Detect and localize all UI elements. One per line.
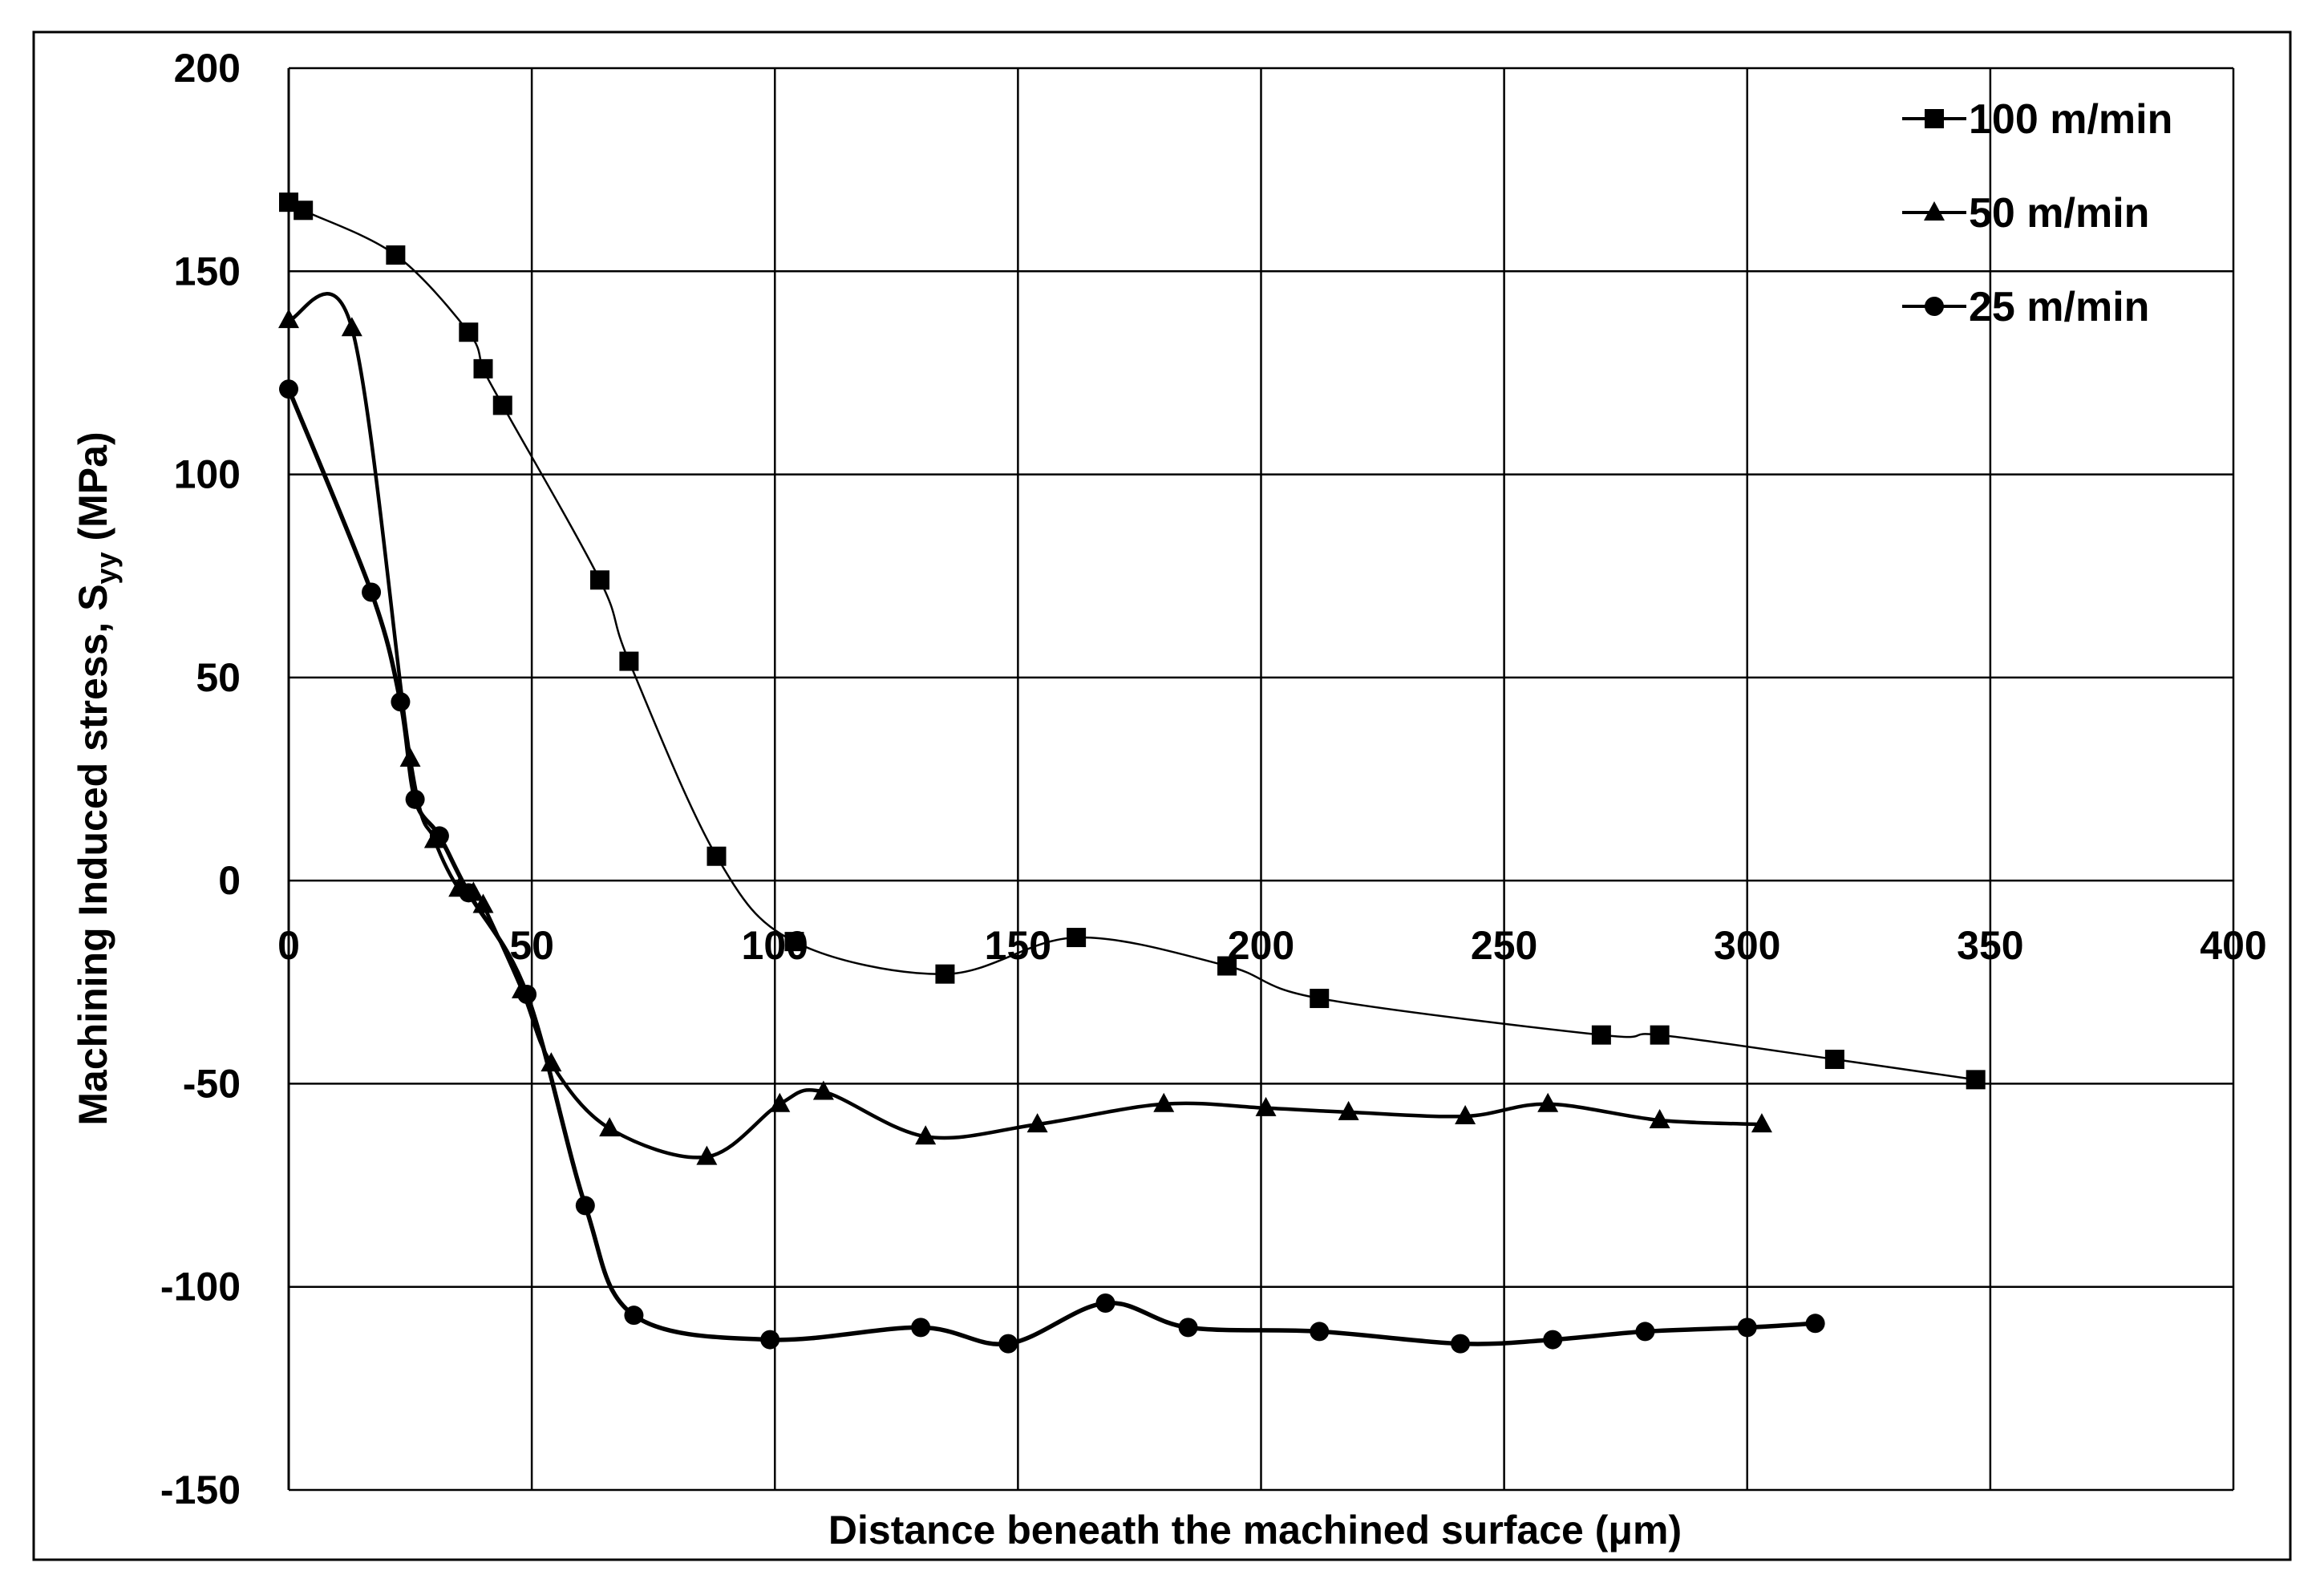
data-point-25-m-min <box>517 984 537 1004</box>
x-tick-label: 200 <box>1228 923 1294 968</box>
y-tick-label: 50 <box>196 655 241 700</box>
data-point-25-m-min <box>429 826 449 846</box>
legend-entry-25-m-min: 25 m/min <box>1902 284 2149 330</box>
data-point-100-m-min <box>1966 1070 1986 1090</box>
legend-label-100-m-min: 100 m/min <box>1969 96 2172 143</box>
data-point-100-m-min <box>492 395 512 415</box>
data-point-25-m-min <box>1095 1293 1115 1313</box>
data-point-50-m-min <box>769 1092 791 1112</box>
data-point-25-m-min <box>362 582 382 602</box>
data-point-50-m-min <box>1153 1092 1175 1112</box>
data-point-25-m-min <box>1737 1318 1757 1338</box>
data-point-100-m-min <box>619 651 639 671</box>
y-axis-label-main: Machining Induced stress, S <box>71 584 115 1125</box>
series-100-m-min <box>279 192 1986 1090</box>
data-point-100-m-min <box>1650 1025 1670 1045</box>
data-point-100-m-min <box>386 245 406 265</box>
data-point-25-m-min <box>1310 1322 1330 1342</box>
data-point-25-m-min <box>1805 1314 1825 1334</box>
x-axis-label: Distance beneath the machined surface (μ… <box>828 1508 1682 1552</box>
series-25-m-min <box>279 379 1825 1354</box>
y-tick-label: 0 <box>218 858 241 903</box>
series-layer <box>278 192 1986 1354</box>
data-point-100-m-min <box>294 200 314 221</box>
y-axis-label-unit: (MPa) <box>71 431 115 552</box>
axes: 0 50 100 150 200 250 300 350 400 -150 -100 -50 0 50 10… <box>160 46 2267 1512</box>
y-tick-label: 200 <box>174 46 241 91</box>
legend-marker-25-m-min <box>1925 297 1944 316</box>
y-axis-label-subscript: yy <box>90 552 123 584</box>
series-line-100-m-min <box>288 201 1976 1081</box>
data-point-50-m-min <box>1026 1113 1048 1133</box>
y-tick-label: -50 <box>183 1061 241 1106</box>
legend-marker-100-m-min <box>1925 109 1944 128</box>
data-point-25-m-min <box>575 1196 595 1216</box>
data-point-25-m-min <box>1178 1318 1198 1338</box>
y-tick-label: 150 <box>174 249 241 293</box>
data-point-25-m-min <box>391 692 411 712</box>
data-point-25-m-min <box>1635 1322 1655 1342</box>
legend-entry-100-m-min: 100 m/min <box>1902 96 2172 143</box>
x-tick-label: 50 <box>509 923 554 968</box>
legend-marker-50-m-min <box>1924 201 1945 221</box>
data-point-25-m-min <box>998 1334 1018 1354</box>
x-tick-label: 0 <box>277 923 300 968</box>
data-point-25-m-min <box>405 789 425 809</box>
data-point-100-m-min <box>707 846 727 866</box>
data-point-100-m-min <box>1591 1025 1611 1045</box>
data-point-50-m-min <box>278 309 299 329</box>
data-point-25-m-min <box>760 1330 780 1350</box>
x-tick-label: 150 <box>985 923 1051 968</box>
data-point-100-m-min <box>459 322 479 342</box>
data-point-25-m-min <box>1543 1330 1563 1350</box>
data-point-100-m-min <box>1217 956 1237 976</box>
data-point-100-m-min <box>1824 1050 1844 1070</box>
data-point-100-m-min <box>473 358 493 379</box>
x-tick-label: 250 <box>1471 923 1537 968</box>
data-point-50-m-min <box>599 1117 621 1137</box>
x-tick-label: 300 <box>1714 923 1780 968</box>
y-axis-label: Machining Induced stress, Syy (MPa) <box>71 431 123 1125</box>
data-point-100-m-min <box>1310 989 1330 1009</box>
data-point-50-m-min <box>1455 1104 1476 1124</box>
x-tick-label: 350 <box>1957 923 2023 968</box>
legend: 100 m/min 50 m/min 25 m/min <box>1902 96 2172 330</box>
data-point-100-m-min <box>935 964 955 984</box>
data-point-25-m-min <box>624 1306 644 1326</box>
data-point-50-m-min <box>1338 1100 1359 1120</box>
data-point-25-m-min <box>279 379 298 399</box>
y-tick-label: -100 <box>160 1265 241 1310</box>
legend-entry-50-m-min: 50 m/min <box>1902 190 2149 237</box>
data-point-25-m-min <box>1451 1334 1471 1354</box>
data-point-100-m-min <box>590 570 609 590</box>
data-point-25-m-min <box>911 1318 931 1338</box>
y-tick-label: 100 <box>174 452 241 497</box>
data-point-50-m-min <box>696 1145 718 1165</box>
data-point-50-m-min <box>1255 1096 1277 1116</box>
legend-label-25-m-min: 25 m/min <box>1969 284 2149 330</box>
data-point-50-m-min <box>1751 1113 1772 1133</box>
data-point-50-m-min <box>915 1125 937 1145</box>
data-point-100-m-min <box>784 932 804 952</box>
data-point-50-m-min <box>812 1080 834 1100</box>
data-point-50-m-min <box>1537 1092 1559 1112</box>
data-point-100-m-min <box>1067 928 1087 948</box>
data-point-25-m-min <box>459 883 479 903</box>
data-point-50-m-min <box>1649 1109 1670 1129</box>
data-point-50-m-min <box>341 317 362 337</box>
legend-label-50-m-min: 50 m/min <box>1969 190 2149 237</box>
x-tick-label: 400 <box>2200 923 2266 968</box>
data-point-50-m-min <box>541 1052 562 1072</box>
y-tick-label: -150 <box>160 1467 241 1512</box>
